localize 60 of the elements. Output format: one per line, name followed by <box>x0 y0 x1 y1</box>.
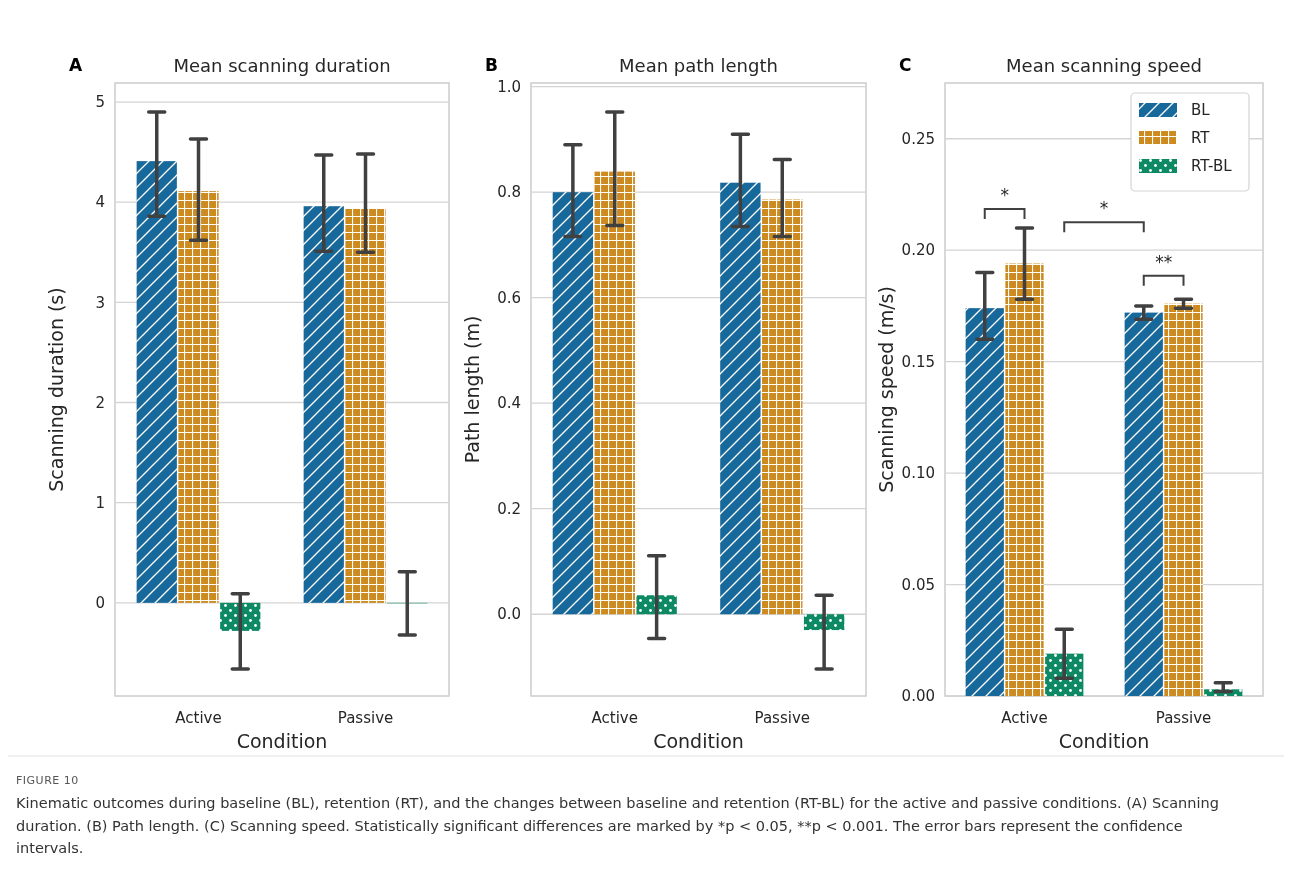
y-tick-label: 0 <box>95 594 105 613</box>
x-axis-title: Condition <box>236 730 328 752</box>
bar <box>552 192 594 615</box>
y-tick-label: 1.0 <box>497 77 521 96</box>
y-tick-label: 3 <box>95 293 105 312</box>
chart-title: Mean path length <box>619 55 778 76</box>
bar <box>636 595 677 615</box>
y-tick-label: 0.15 <box>901 352 935 371</box>
y-tick-label: 5 <box>95 93 105 112</box>
bar <box>136 161 177 603</box>
y-axis-title: Path length (m) <box>461 315 483 464</box>
y-tick-label: 0.4 <box>497 394 521 413</box>
x-axis-title: Condition <box>1058 730 1150 752</box>
caption: FIGURE 10 <box>16 774 79 787</box>
x-tick-label: Active <box>1001 709 1048 727</box>
legend-label: RT <box>1191 129 1211 148</box>
bar <box>1005 263 1044 696</box>
x-tick-label: Active <box>591 709 638 727</box>
y-tick-label: 0.00 <box>901 687 935 706</box>
annotation: ** <box>1155 251 1173 272</box>
bar <box>803 614 845 631</box>
y-tick-label: 0.8 <box>497 183 521 202</box>
x-tick-label: Passive <box>1155 709 1212 727</box>
bar <box>1124 312 1163 696</box>
bar <box>303 206 344 603</box>
y-tick-label: 0.2 <box>497 499 521 518</box>
x-tick-label: Active <box>175 709 222 727</box>
text: Kinematic outcomes during baseline (BL), retention (RT), and the changes between baseline and retention (RT-BL) for the active and passive conditions. (A) Scanning duration. (B) Path length. (C) Scanning speed. Statistically significant differences are marked by *p < 0.05, **p < 0.001. The error bars represent the confidence intervals. <box>16 795 1219 856</box>
legend-label: RT-BL <box>1191 157 1233 176</box>
y-axis-title: Scanning speed (m/s) <box>875 286 897 493</box>
bar <box>1164 303 1203 696</box>
chart-title: Mean scanning duration <box>173 55 391 76</box>
y-tick-label: 0.25 <box>901 129 935 148</box>
legend-label: BL <box>1191 101 1211 120</box>
chart-title: Mean scanning speed <box>1006 55 1202 76</box>
y-axis-title: Scanning duration (s) <box>45 287 67 492</box>
text: B <box>485 55 498 75</box>
bar <box>720 182 761 615</box>
y-tick-label: 0.20 <box>901 241 935 260</box>
y-tick-label: 2 <box>95 393 105 412</box>
text: A <box>69 55 83 75</box>
bar <box>220 602 261 631</box>
annotation: * <box>1099 198 1109 219</box>
annotation: * <box>1000 184 1009 205</box>
bar <box>178 191 219 603</box>
bar <box>345 208 386 603</box>
y-tick-label: 0.6 <box>497 288 521 307</box>
text: C <box>899 55 912 75</box>
bar <box>762 199 803 615</box>
bar <box>594 171 635 615</box>
x-axis-title: Condition <box>653 730 744 752</box>
y-tick-label: 0.0 <box>497 605 521 624</box>
x-tick-label: Passive <box>754 709 810 727</box>
y-tick-label: 0.10 <box>901 464 935 483</box>
x-tick-label: Passive <box>337 709 394 727</box>
bar <box>965 308 1004 696</box>
y-tick-label: 0.05 <box>901 575 935 594</box>
bar <box>1045 653 1084 696</box>
y-tick-label: 1 <box>95 493 105 512</box>
y-tick-label: 4 <box>95 193 105 212</box>
